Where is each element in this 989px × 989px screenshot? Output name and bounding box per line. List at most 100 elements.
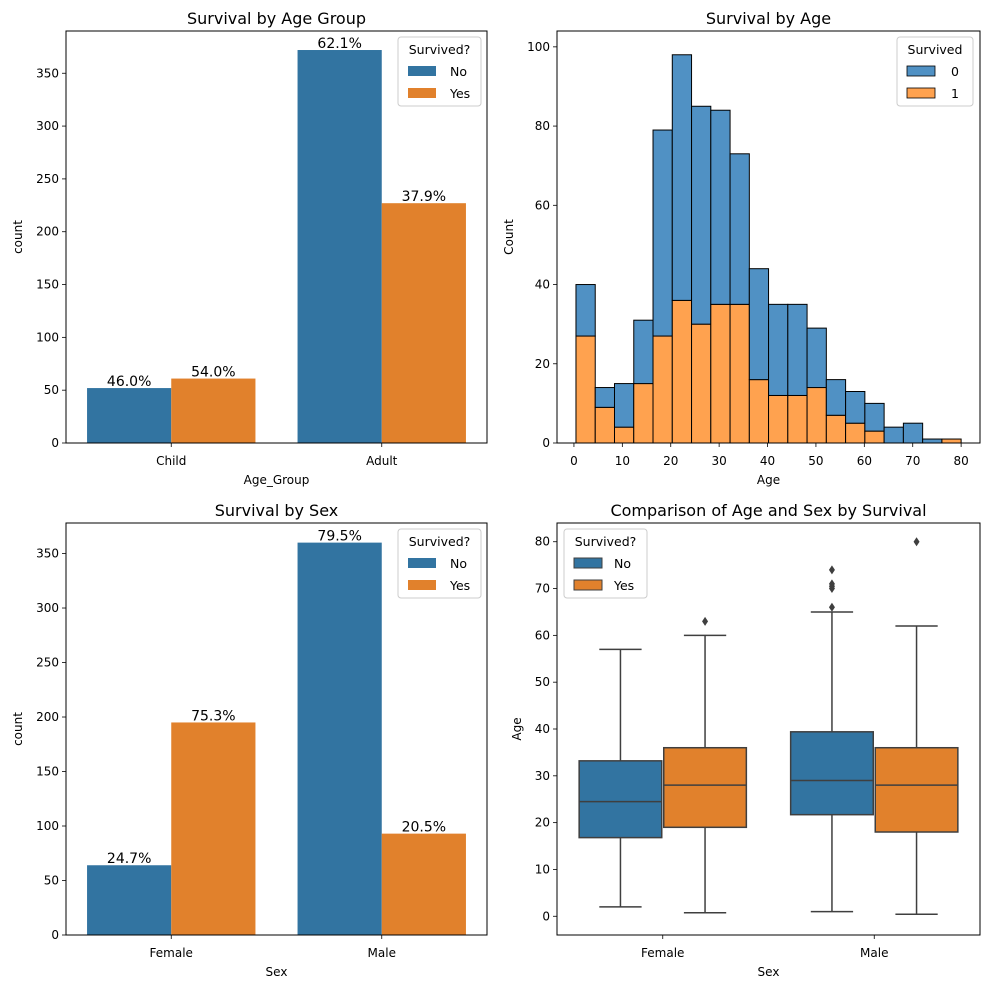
chart-title: Survival by Sex bbox=[215, 501, 339, 520]
legend-label-0: 0 bbox=[951, 64, 959, 79]
hist-bar-survived-1 bbox=[787, 394, 808, 444]
hist-bar-survived-0 bbox=[633, 319, 654, 385]
bar-data-label: 37.9% bbox=[402, 189, 446, 205]
y-tick-label: 60 bbox=[535, 628, 550, 642]
hist-bar-survived-0 bbox=[883, 426, 904, 444]
hist-bar-survived-1 bbox=[633, 383, 654, 444]
bar-data-label: 20.5% bbox=[402, 820, 446, 836]
plot-frame bbox=[65, 522, 488, 936]
legend-swatch-1 bbox=[906, 87, 936, 99]
x-tick-label: 30 bbox=[711, 454, 726, 468]
hist-bar-survived-0 bbox=[671, 54, 693, 301]
y-tick-label: 350 bbox=[36, 66, 59, 80]
legend: Survived? No Yes bbox=[397, 528, 482, 599]
hist-bar-survived-1 bbox=[768, 394, 789, 444]
legend-swatch-no bbox=[408, 558, 436, 568]
bar-data-label: 75.3% bbox=[191, 708, 235, 724]
hist-bar-survived-0 bbox=[652, 129, 673, 337]
chart-title: Survival by Age Group bbox=[187, 9, 366, 28]
x-tick-label: 10 bbox=[615, 454, 630, 468]
bar-no bbox=[297, 50, 382, 444]
hist-bar-survived-1 bbox=[575, 335, 596, 444]
legend-label-yes: Yes bbox=[449, 86, 470, 101]
hist-bar-survived-1 bbox=[941, 438, 962, 444]
bar-no bbox=[87, 388, 172, 443]
plot-frame bbox=[65, 30, 488, 444]
hist-bar-survived-0 bbox=[864, 402, 885, 432]
y-tick-label: 100 bbox=[36, 819, 59, 833]
bar-data-label: 54.0% bbox=[191, 365, 235, 381]
chart-sex: Survival by Sex Sex count Female 24.7% 75.… bbox=[11, 501, 488, 979]
hist-bar-survived-0 bbox=[845, 391, 866, 424]
legend-swatch-no bbox=[408, 66, 436, 76]
x-tick-label: Child bbox=[156, 454, 186, 468]
y-tick-label: 150 bbox=[36, 765, 59, 779]
hist-bar-survived-0 bbox=[806, 327, 827, 389]
bar-yes bbox=[171, 378, 256, 443]
chart-age-group: Survival by Age Group Age_Group count Ch… bbox=[11, 9, 488, 487]
outlier-point bbox=[828, 602, 835, 612]
bar-yes bbox=[381, 833, 466, 935]
x-tick-label: Male bbox=[860, 946, 888, 960]
hist-bar-survived-1 bbox=[710, 303, 731, 444]
hist-bar-survived-1 bbox=[806, 387, 827, 444]
hist-bar-survived-0 bbox=[691, 105, 712, 325]
hist-bar-survived-1 bbox=[594, 406, 615, 444]
x-tick-label: 70 bbox=[905, 454, 920, 468]
hist-bar-survived-0 bbox=[710, 109, 731, 305]
y-tick-label: 50 bbox=[535, 675, 550, 689]
legend-title: Survived bbox=[908, 42, 963, 57]
y-axis-label: Age bbox=[510, 717, 524, 740]
hist-bar-survived-1 bbox=[691, 323, 712, 444]
y-tick-label: 10 bbox=[535, 862, 550, 876]
bar-data-label: 62.1% bbox=[317, 36, 361, 52]
x-axis-label: Sex bbox=[266, 965, 288, 979]
legend-label-no: No bbox=[450, 556, 467, 571]
box-yes bbox=[874, 746, 959, 833]
legend-swatch-yes bbox=[408, 88, 436, 98]
legend: Survived? No Yes bbox=[397, 36, 482, 107]
legend-title: Survived? bbox=[575, 534, 637, 549]
hist-bar-survived-0 bbox=[613, 383, 635, 428]
hist-bar-survived-0 bbox=[768, 303, 789, 396]
legend-swatch-no bbox=[573, 557, 603, 569]
y-tick-label: 40 bbox=[535, 722, 550, 736]
legend-swatch-yes bbox=[573, 579, 603, 591]
x-tick-label: Adult bbox=[366, 454, 398, 468]
hist-bar-survived-1 bbox=[825, 414, 847, 444]
hist-bar-survived-1 bbox=[613, 426, 635, 444]
y-tick-label: 40 bbox=[535, 278, 550, 292]
legend: Survived? No Yes bbox=[563, 528, 648, 599]
y-tick-label: 0 bbox=[542, 909, 550, 923]
hist-bar-survived-1 bbox=[729, 303, 750, 444]
x-tick-label: 80 bbox=[953, 454, 968, 468]
box-no bbox=[578, 760, 663, 839]
legend-title: Survived? bbox=[409, 42, 471, 57]
legend-label-yes: Yes bbox=[613, 578, 634, 593]
legend-label-yes: Yes bbox=[449, 578, 470, 593]
x-tick-label: 20 bbox=[663, 454, 678, 468]
plot-frame bbox=[556, 30, 981, 444]
x-tick-label: Female bbox=[150, 946, 193, 960]
hist-bar-survived-0 bbox=[825, 379, 847, 416]
y-tick-label: 100 bbox=[527, 40, 550, 54]
x-tick-label: Male bbox=[368, 946, 396, 960]
legend: Survived 0 1 bbox=[896, 36, 974, 107]
chart-age-histogram: Survival by Age Age Count 0 10 20 30 40 50 60 7… bbox=[502, 9, 981, 487]
box-yes bbox=[663, 746, 748, 829]
y-tick-label: 70 bbox=[535, 582, 550, 596]
plot-frame bbox=[556, 522, 981, 936]
y-tick-label: 150 bbox=[36, 278, 59, 292]
bar-no bbox=[87, 865, 172, 935]
legend-label-no: No bbox=[450, 64, 467, 79]
legend-title: Survived? bbox=[409, 534, 471, 549]
y-tick-label: 300 bbox=[36, 601, 59, 615]
y-tick-label: 350 bbox=[36, 547, 59, 561]
legend-label-no: No bbox=[614, 556, 631, 571]
y-tick-label: 50 bbox=[44, 383, 59, 397]
y-tick-label: 20 bbox=[535, 816, 550, 830]
x-axis-label: Age bbox=[757, 473, 780, 487]
y-tick-label: 80 bbox=[535, 535, 550, 549]
y-axis-label: Count bbox=[502, 219, 516, 255]
